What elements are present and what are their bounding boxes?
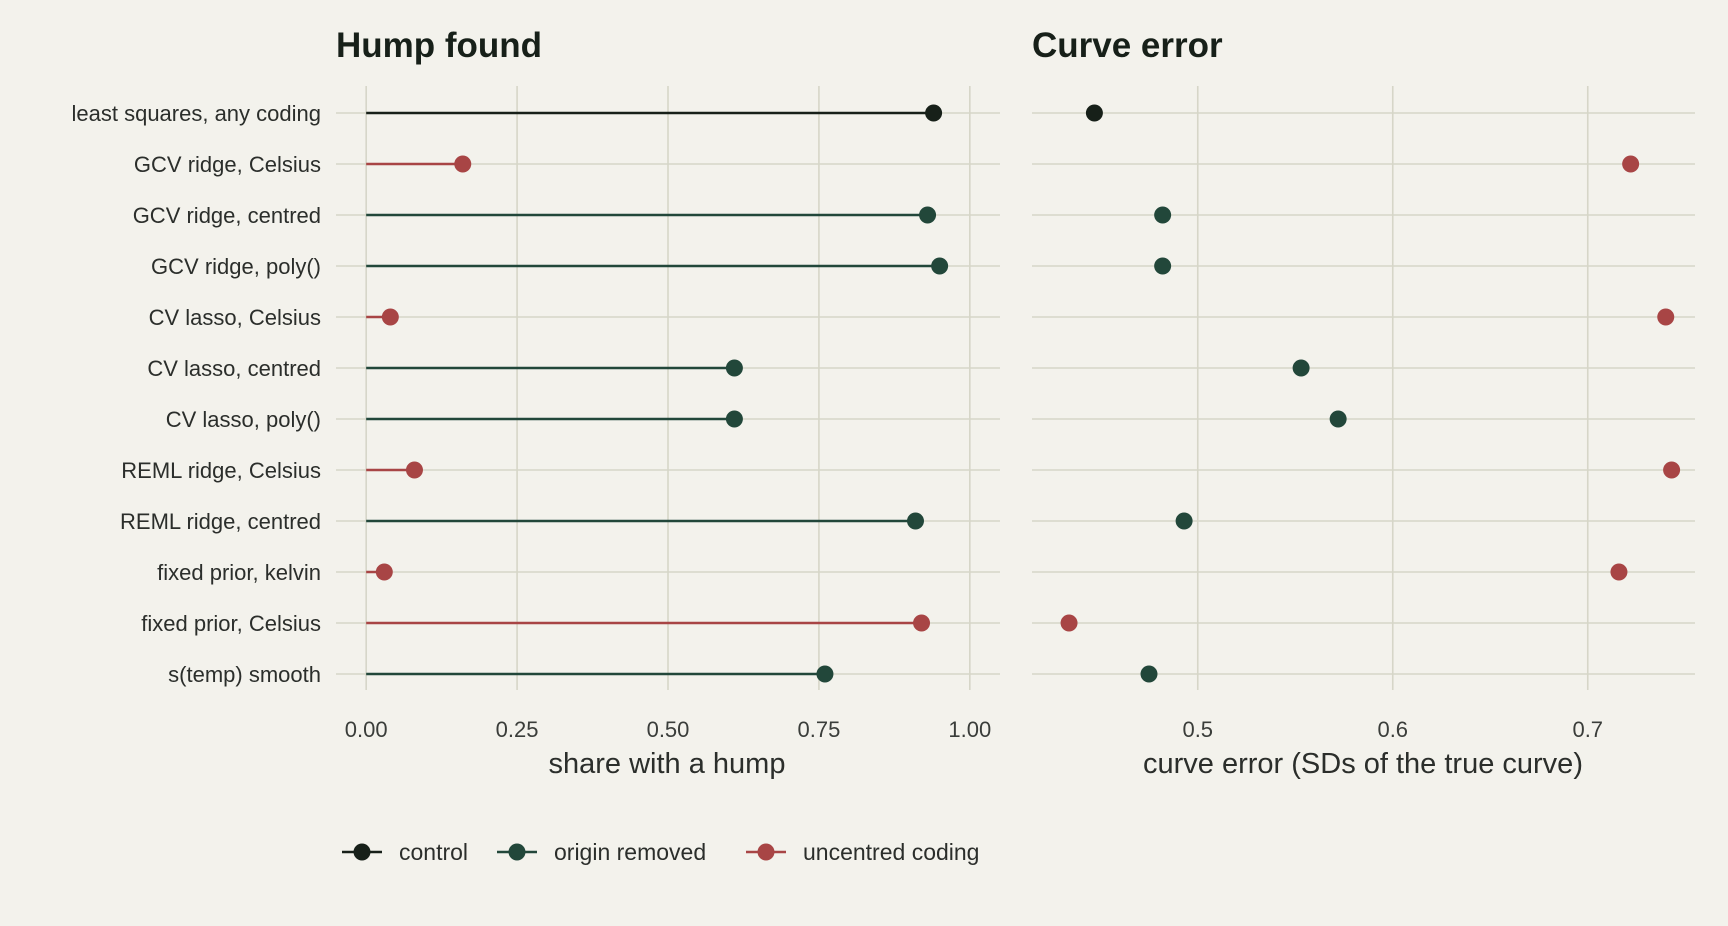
error-x-tick-label: 0.5 — [1182, 717, 1213, 742]
hump-x-tick-label: 0.50 — [647, 717, 690, 742]
row-label: s(temp) smooth — [168, 662, 321, 687]
error-x-tick-label: 0.7 — [1572, 717, 1603, 742]
row-label: fixed prior, kelvin — [157, 560, 321, 585]
legend-key-point — [757, 843, 775, 861]
right-panel-title: Curve error — [1032, 26, 1223, 65]
row-label: least squares, any coding — [72, 101, 322, 126]
row-label: GCV ridge, poly() — [151, 254, 321, 279]
error-point — [1663, 461, 1681, 479]
hump-point — [375, 563, 393, 581]
hump-x-tick-label: 0.25 — [496, 717, 539, 742]
hump-x-tick-label: 0.00 — [345, 717, 388, 742]
hump-point — [454, 155, 472, 173]
error-point — [1329, 410, 1347, 428]
error-point — [1154, 206, 1172, 224]
error-point — [1154, 257, 1172, 275]
legend: control origin removed uncentred coding — [342, 839, 979, 865]
legend-label: origin removed — [554, 839, 706, 865]
right-x-axis-title: curve error (SDs of the true curve) — [1143, 748, 1583, 780]
row-label: GCV ridge, Celsius — [134, 152, 321, 177]
error-point — [1610, 563, 1628, 581]
hump-x-tick-label: 0.75 — [797, 717, 840, 742]
error-point — [1060, 614, 1078, 632]
row-label: GCV ridge, centred — [133, 203, 321, 228]
error-point — [1657, 308, 1675, 326]
error-point — [1292, 359, 1310, 377]
row-label: CV lasso, Celsius — [149, 305, 321, 330]
hump-point — [381, 308, 399, 326]
hump-point — [725, 359, 743, 377]
row-label: fixed prior, Celsius — [141, 611, 321, 636]
error-point — [1622, 155, 1640, 173]
hump-point — [919, 206, 937, 224]
hump-point — [906, 512, 924, 530]
legend-key-point — [508, 843, 526, 861]
row-label: REML ridge, Celsius — [121, 458, 321, 483]
hump-found-panel: 0.00 0.25 0.50 0.75 1.00 least squares, any c… — [72, 86, 1000, 742]
hump-point — [913, 614, 931, 632]
hump-point — [925, 104, 943, 122]
left-panel-title: Hump found — [336, 26, 542, 65]
hump-x-tick-label: 1.00 — [948, 717, 991, 742]
hump-point — [725, 410, 743, 428]
error-point — [1175, 512, 1193, 530]
row-label: CV lasso, centred — [147, 356, 321, 381]
hump-point — [931, 257, 949, 275]
curve-error-panel: 0.5 0.6 0.7 — [1032, 86, 1695, 742]
row-label: CV lasso, poly() — [166, 407, 321, 432]
hump-point — [816, 665, 834, 683]
error-point — [1140, 665, 1158, 683]
error-x-tick-label: 0.6 — [1377, 717, 1408, 742]
error-point — [1085, 104, 1103, 122]
legend-key-point — [353, 843, 371, 861]
left-x-axis-title: share with a hump — [549, 748, 786, 780]
row-label: REML ridge, centred — [120, 509, 321, 534]
legend-label: control — [399, 839, 468, 865]
hump-point — [405, 461, 423, 479]
legend-label: uncentred coding — [803, 839, 979, 865]
